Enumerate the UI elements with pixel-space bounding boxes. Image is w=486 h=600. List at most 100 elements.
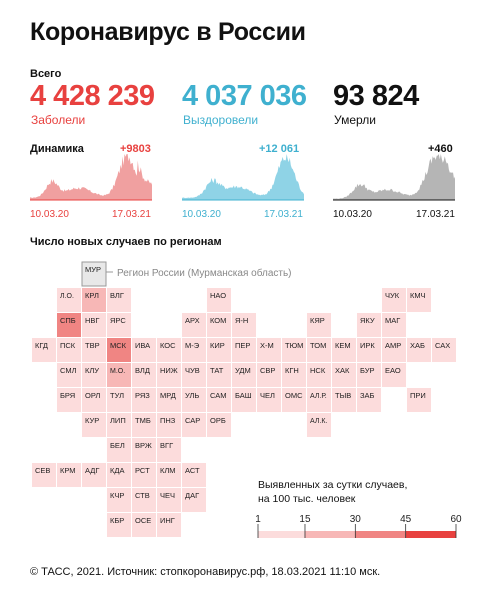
- region-label-мур: МУР: [85, 265, 101, 274]
- legend-description: Выявленных за сутки случаев, на 100 тыс.…: [258, 478, 407, 506]
- cases-start-date: 10.03.20: [30, 209, 69, 220]
- region-label-удм: УДМ: [235, 366, 251, 375]
- region-tile-адг: [82, 463, 106, 487]
- dynamics-label: Динамика: [30, 143, 84, 155]
- region-label-арх: АРХ: [185, 316, 200, 325]
- region-label-мрд: МРД: [160, 391, 176, 400]
- region-tile-удм: [232, 363, 256, 387]
- region-label-заб: ЗАБ: [360, 391, 375, 400]
- region-tile-кгн: [282, 363, 306, 387]
- region-tile-спб: [57, 313, 81, 337]
- legend-tick-label-30: 30: [350, 514, 362, 525]
- region-label-кда: КДА: [110, 466, 124, 475]
- page-title: Коронавирус в России: [30, 18, 306, 46]
- region-tile-врж: [132, 438, 156, 462]
- region-tile-влд: [132, 363, 156, 387]
- region-label-инг: ИНГ: [160, 516, 175, 525]
- region-label-м-э: М-Э: [185, 341, 200, 350]
- region-tile-тул: [107, 388, 131, 412]
- region-label-омс: ОМС: [285, 391, 303, 400]
- cases-sparkline-area: [30, 154, 152, 200]
- region-label-бур: БУР: [360, 366, 375, 375]
- region-label-кир: КИР: [210, 341, 225, 350]
- region-tile-аст: [182, 463, 206, 487]
- region-label-кбр: КБР: [110, 516, 124, 525]
- region-tile-х-м: [257, 338, 281, 362]
- region-label-маг: МАГ: [385, 316, 400, 325]
- region-tile-чел: [257, 388, 281, 412]
- region-label-влд: ВЛД: [135, 366, 150, 375]
- deaths-sparkline: [333, 154, 455, 201]
- deaths-label: Умерли: [334, 113, 376, 127]
- region-tile-нск: [307, 363, 331, 387]
- region-tile-арх: [182, 313, 206, 337]
- region-tile-ирк: [357, 338, 381, 362]
- region-tile-хаб: [407, 338, 431, 362]
- region-tile-пск: [57, 338, 81, 362]
- region-label-ирк: ИРК: [360, 341, 375, 350]
- region-tile-чув: [182, 363, 206, 387]
- region-label-ком: КОМ: [210, 316, 226, 325]
- region-tile-кда: [107, 463, 131, 487]
- region-label-алр: АЛ.Р.: [310, 393, 327, 400]
- region-label-крл: КРЛ: [85, 291, 99, 300]
- legend-tick-label-15: 15: [299, 514, 311, 525]
- region-tile-бур: [357, 363, 381, 387]
- region-label-уль: УЛЬ: [185, 391, 199, 400]
- region-label-бря: БРЯ: [60, 391, 75, 400]
- region-label-сев: СЕВ: [35, 466, 50, 475]
- region-label-амр: АМР: [385, 341, 401, 350]
- region-tile-мо: [107, 363, 131, 387]
- region-label-нвг: НВГ: [85, 316, 99, 325]
- region-tile-м-э: [182, 338, 206, 362]
- region-tile-сам: [207, 388, 231, 412]
- region-label-спб: СПБ: [60, 316, 76, 325]
- region-tile-осе: [132, 513, 156, 537]
- deaths-start-date: 10.03.20: [333, 209, 372, 220]
- region-tile-маг: [382, 313, 406, 337]
- legend-scale: 1 15 30 45 60: [255, 514, 462, 538]
- region-tile-крл: [82, 288, 106, 312]
- legend-band-3: [405, 531, 456, 538]
- region-label-свр: СВР: [260, 366, 275, 375]
- region-label-кчр: КЧР: [110, 491, 124, 500]
- region-label-бел: БЕЛ: [110, 441, 125, 450]
- region-tile-ниж: [157, 363, 181, 387]
- region-tile-тат: [207, 363, 231, 387]
- region-label-еао: ЕАО: [385, 366, 401, 375]
- region-label-чув: ЧУВ: [185, 366, 200, 375]
- region-label-крм: КРМ: [60, 466, 76, 475]
- cases-end-date: 17.03.21: [112, 209, 151, 220]
- region-label-даг: ДАГ: [185, 491, 199, 500]
- region-label-я-н: Я-Н: [235, 316, 248, 325]
- totals-label: Всего: [30, 68, 62, 80]
- region-label-кяр: КЯР: [310, 316, 325, 325]
- region-label-при: ПРИ: [410, 391, 426, 400]
- region-label-орб: ОРБ: [210, 416, 226, 425]
- region-tile-сев: [32, 463, 56, 487]
- region-label-ниж: НИЖ: [160, 366, 178, 375]
- region-tile-орб: [207, 413, 231, 437]
- sparklines: [30, 154, 455, 201]
- footer-source: © ТАСС, 2021. Источник: стопкоронавирус.…: [30, 566, 381, 578]
- region-tile-орл: [82, 388, 106, 412]
- deaths-total: 93 824: [333, 80, 419, 112]
- region-label-пск: ПСК: [60, 341, 76, 350]
- region-label-тмб: ТМБ: [135, 416, 151, 425]
- recovered-total: 4 037 036: [182, 80, 307, 112]
- region-label-тат: ТАТ: [210, 366, 224, 375]
- region-tile-пер: [232, 338, 256, 362]
- deaths-end-date: 17.03.21: [416, 209, 455, 220]
- recovered-delta: +12 061: [259, 143, 300, 155]
- region-tile-ком: [207, 313, 231, 337]
- region-tile-алр: [307, 388, 331, 412]
- region-tile-я-н: [232, 313, 256, 337]
- region-tile-кгд: [32, 338, 56, 362]
- region-label-твр: ТВР: [85, 341, 100, 350]
- region-label-клм: КЛМ: [160, 466, 176, 475]
- region-tile-пнз: [157, 413, 181, 437]
- region-label-пнз: ПНЗ: [160, 416, 176, 425]
- deaths-sparkline-area: [333, 154, 455, 200]
- legend-tick-label-60: 60: [450, 514, 462, 525]
